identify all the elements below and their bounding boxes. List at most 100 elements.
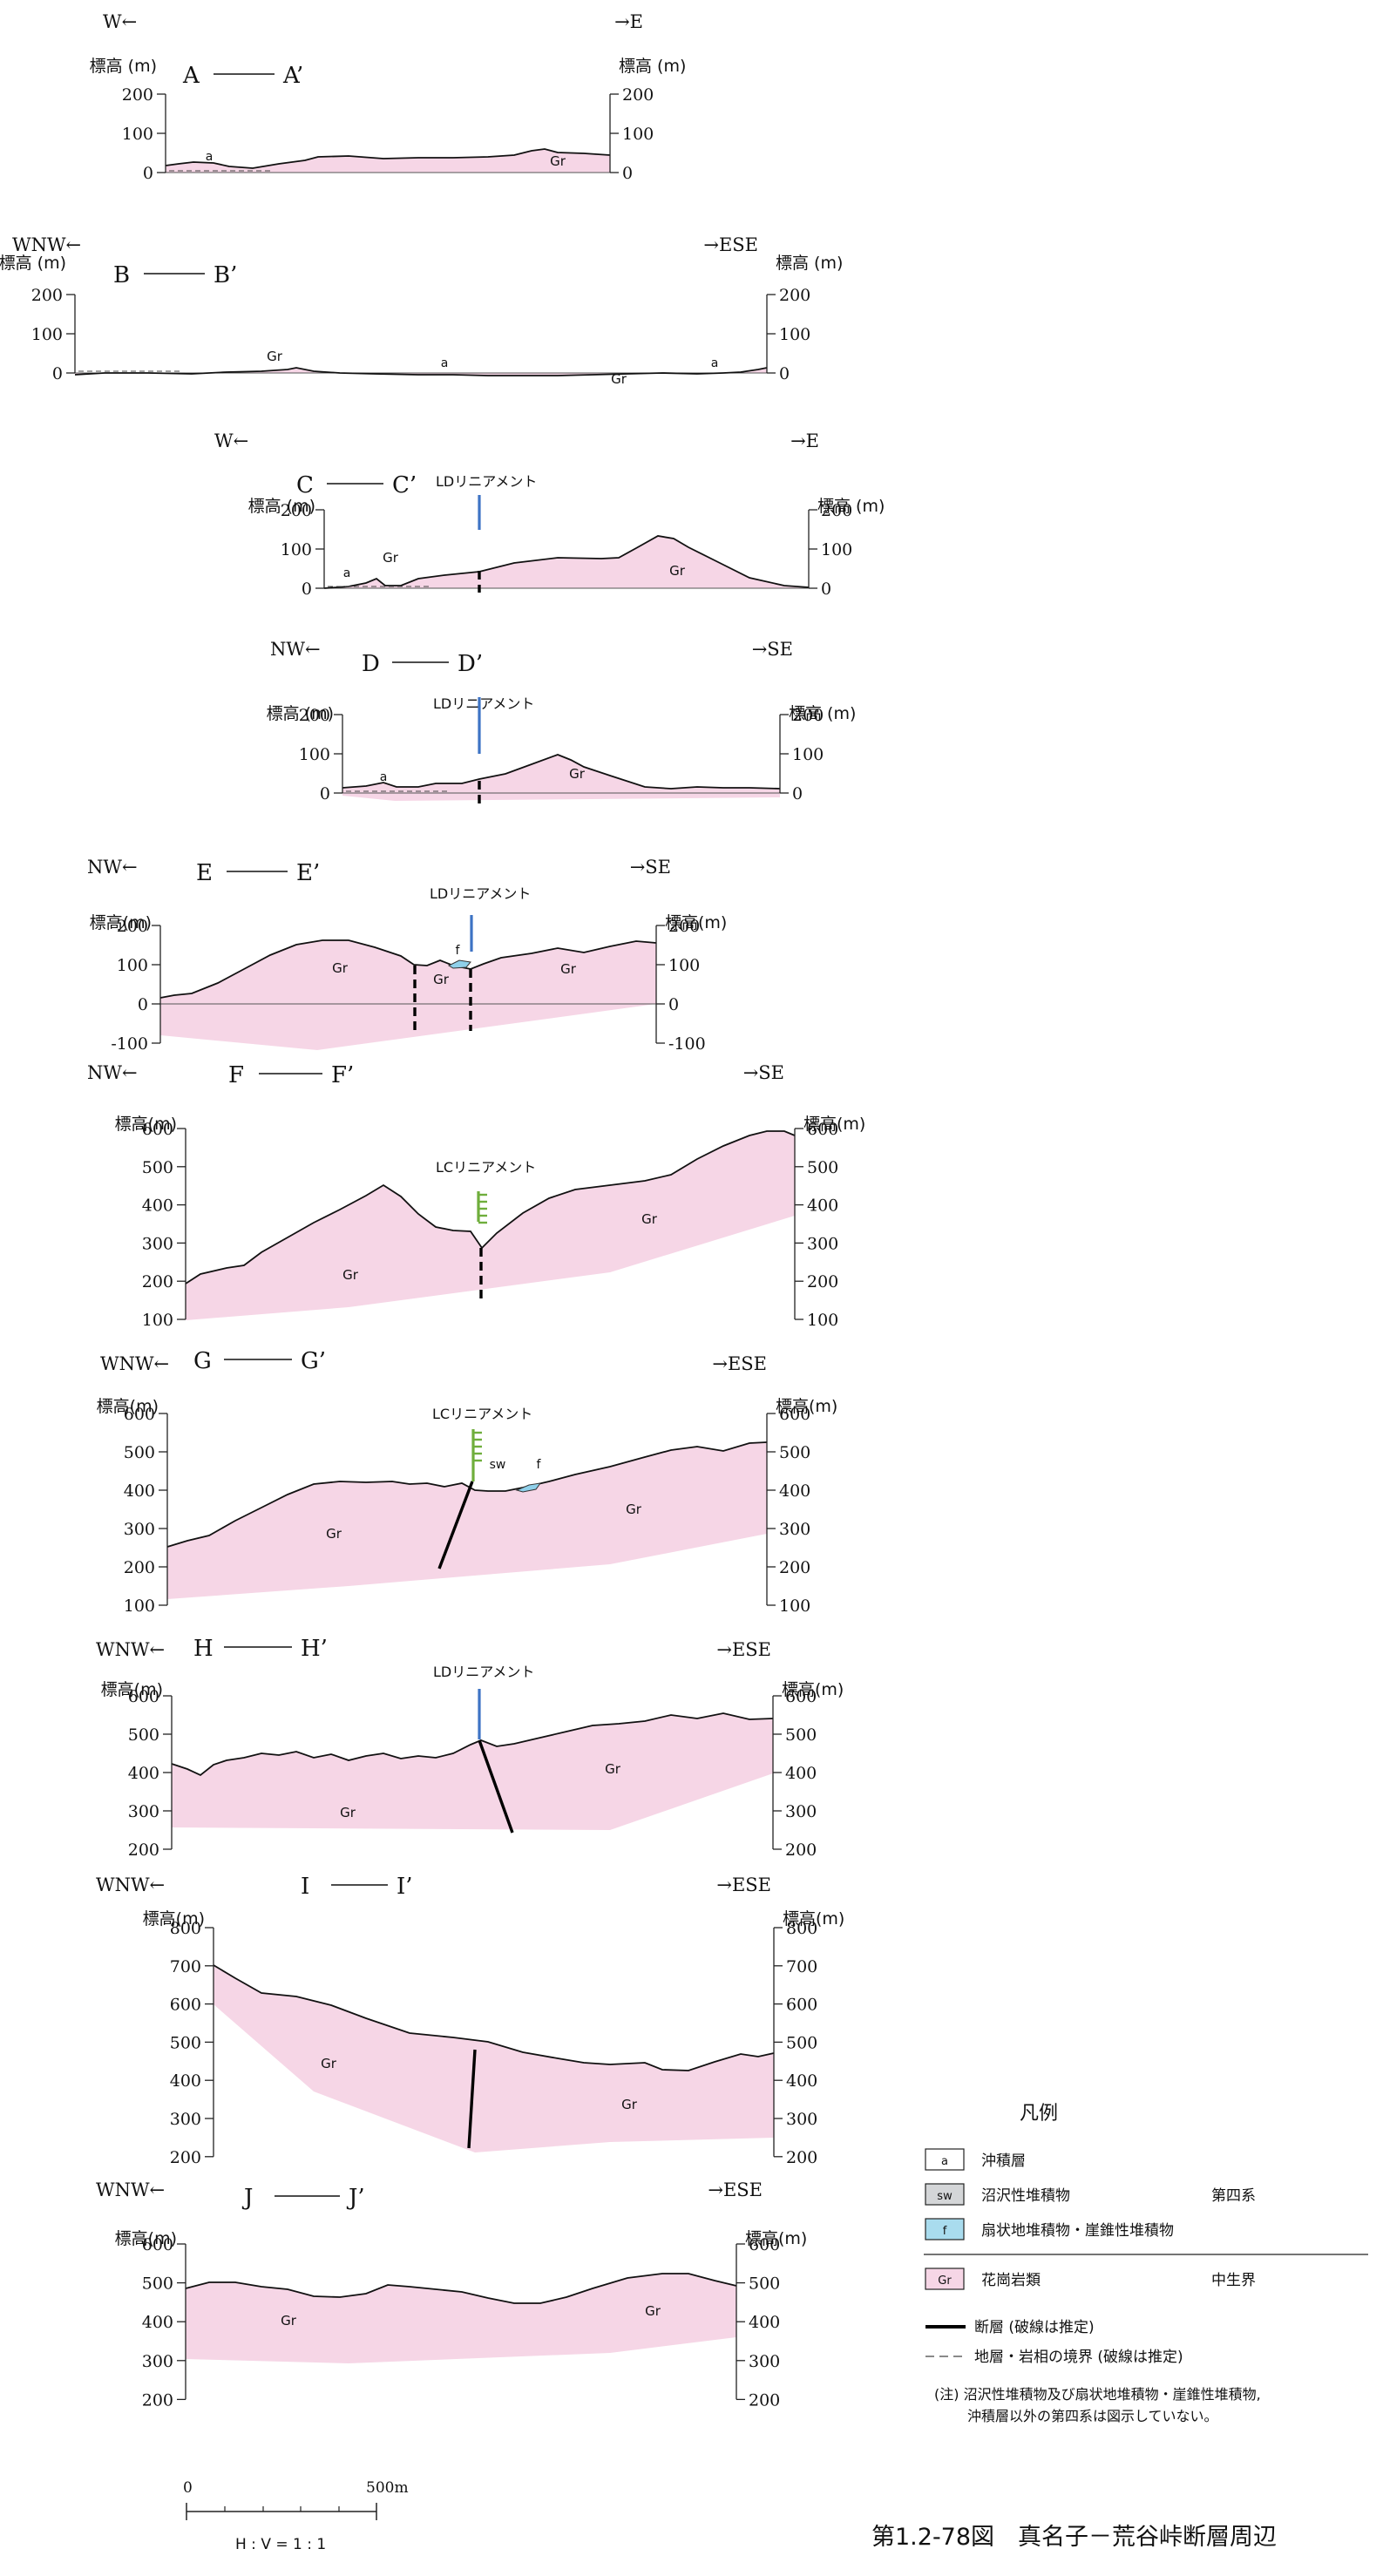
fault-line <box>478 1739 514 1834</box>
terrain-profile <box>74 367 768 376</box>
left-axis-title: 標高(m) <box>101 1680 163 1699</box>
granite-body <box>342 755 780 801</box>
section-label-end: F’ <box>331 1062 354 1088</box>
tick-label: 100 <box>668 956 700 975</box>
tick-label: -100 <box>111 1034 148 1054</box>
tick-label: 200 <box>170 2148 201 2167</box>
section-label-start: F <box>228 1062 244 1088</box>
unit-label-f: f <box>456 944 461 958</box>
tick-label: 500 <box>779 1443 810 1462</box>
unit-label-gr: Gr <box>281 2313 297 2329</box>
tick-label: 200 <box>792 706 824 725</box>
tick-label: 300 <box>124 1520 155 1539</box>
tick-label: 100 <box>779 325 810 344</box>
legend-note-1: (注) 沼沢性堆積物及び扇状地堆積物・崖錐性堆積物, <box>934 2386 1261 2403</box>
section-label-start: C <box>296 472 314 498</box>
unit-label-gr: Gr <box>669 563 686 579</box>
legend-code-sw: sw <box>937 2190 953 2203</box>
tick-label: 400 <box>128 1764 159 1783</box>
tick-label: 700 <box>170 1957 201 1976</box>
unit-label-gr: Gr <box>326 1526 342 1542</box>
tick-label: 0 <box>668 995 679 1014</box>
cross-section-f: 600 500 400 300 200 100 600 500 400 300 200 100 標高(m… <box>87 1062 865 1330</box>
tick-label: 200 <box>299 706 330 725</box>
legend-swatch-a <box>925 2148 965 2171</box>
direction-right: →SE <box>630 857 671 878</box>
tick-label: 100 <box>122 125 153 144</box>
terrain-profile <box>342 754 781 790</box>
tick-label: 0 <box>143 164 153 183</box>
section-label-end: C’ <box>392 472 417 498</box>
unit-label-a: a <box>380 770 388 784</box>
figure-caption: 第1.2-78図 真名子－荒谷峠断層周辺 <box>871 2524 1277 2551</box>
tick-label: 100 <box>792 745 824 764</box>
legend-group-quaternary: 第四系 <box>1211 2187 1256 2205</box>
granite-body <box>186 2274 736 2363</box>
unit-label-sw: sw <box>490 1458 506 1472</box>
unit-label-gr: Gr <box>569 766 586 782</box>
tick-label: 100 <box>779 1596 810 1616</box>
direction-right: →E <box>790 430 819 451</box>
direction-right: →ESE <box>712 1353 767 1374</box>
terrain-profile <box>171 1712 774 1777</box>
lineament-label: LDリニアメント <box>430 885 531 902</box>
tick-label: 400 <box>142 2313 173 2332</box>
unit-label-gr: Gr <box>560 961 577 977</box>
section-label-end: D’ <box>458 651 483 677</box>
section-label-end: I’ <box>397 1874 413 1900</box>
right-axis-title: 標高 (m) <box>789 704 856 723</box>
tick-label: 600 <box>142 1120 173 1139</box>
legend-label-sw: 沼沢性堆積物 <box>981 2187 1070 2205</box>
terrain-profile <box>159 939 657 999</box>
fault-line <box>467 2049 477 2149</box>
legend-swatch-gr <box>925 2268 965 2290</box>
unit-label-a: a <box>441 356 449 370</box>
unit-label-gr: Gr <box>626 1502 642 1517</box>
right-axis-title: 標高(m) <box>782 1680 844 1699</box>
tick-label: 400 <box>124 1481 155 1501</box>
cross-section-d: 200 100 0 200 100 0 標高 (m) 標高 (m) NW← →SE D D’ Gr a LD… <box>267 639 856 806</box>
tick-label: 600 <box>142 2235 173 2254</box>
left-axis-title: 標高(m) <box>115 1115 177 1134</box>
legend-note-2: 沖積層以外の第四系は図示していない。 <box>967 2408 1218 2424</box>
unit-label-gr: Gr <box>342 1267 359 1283</box>
tick-label: 600 <box>124 1405 155 1424</box>
unit-label-gr: Gr <box>433 972 450 987</box>
tick-label: 400 <box>142 1196 173 1216</box>
unit-label-a: a <box>711 356 719 370</box>
tick-label: 500 <box>142 2274 173 2294</box>
direction-left: W← <box>103 11 137 32</box>
tick-label: 400 <box>170 2071 201 2091</box>
section-label-end: H’ <box>301 1636 328 1662</box>
section-label-end: B’ <box>214 262 237 288</box>
legend-label-f: 扇状地堆積物・崖錐性堆積物 <box>981 2222 1174 2240</box>
granite-body <box>214 1965 774 2152</box>
tick-label: 200 <box>779 1558 810 1577</box>
right-axis-title: 標高(m) <box>745 2229 807 2248</box>
tick-label: 100 <box>124 1596 155 1616</box>
legend-group-mesozoic: 中生界 <box>1211 2272 1256 2289</box>
legend-swatch-f <box>925 2218 965 2240</box>
granite-body <box>166 149 610 173</box>
terrain-profile <box>165 148 611 169</box>
direction-right: →ESE <box>716 1639 771 1660</box>
tick-label: 500 <box>128 1725 159 1745</box>
cross-sections: 200 100 0 200 100 0 標高 (m) 標高 (m) W← →E A A’ Gr a 200 1… <box>0 11 885 2410</box>
tick-label: 400 <box>779 1481 810 1501</box>
unit-label-a: a <box>206 150 214 164</box>
direction-right: →E <box>614 11 643 32</box>
left-axis-title: 標高(m) <box>115 2229 177 2248</box>
unit-label-gr: Gr <box>611 371 627 387</box>
tick-label: 300 <box>128 1802 159 1821</box>
right-axis-title: 標高 (m) <box>776 254 843 273</box>
terrain-profile <box>213 1964 775 2071</box>
left-axis-title: 標高 (m) <box>248 497 315 516</box>
unit-label-gr: Gr <box>332 960 349 976</box>
right-axis-title: 標高(m) <box>665 913 727 932</box>
direction-right: →ESE <box>703 234 758 255</box>
tick-label: 600 <box>128 1687 159 1706</box>
right-axis-title: 標高 (m) <box>817 497 885 516</box>
terrain-profile <box>185 2273 737 2304</box>
granite-body <box>75 368 767 376</box>
